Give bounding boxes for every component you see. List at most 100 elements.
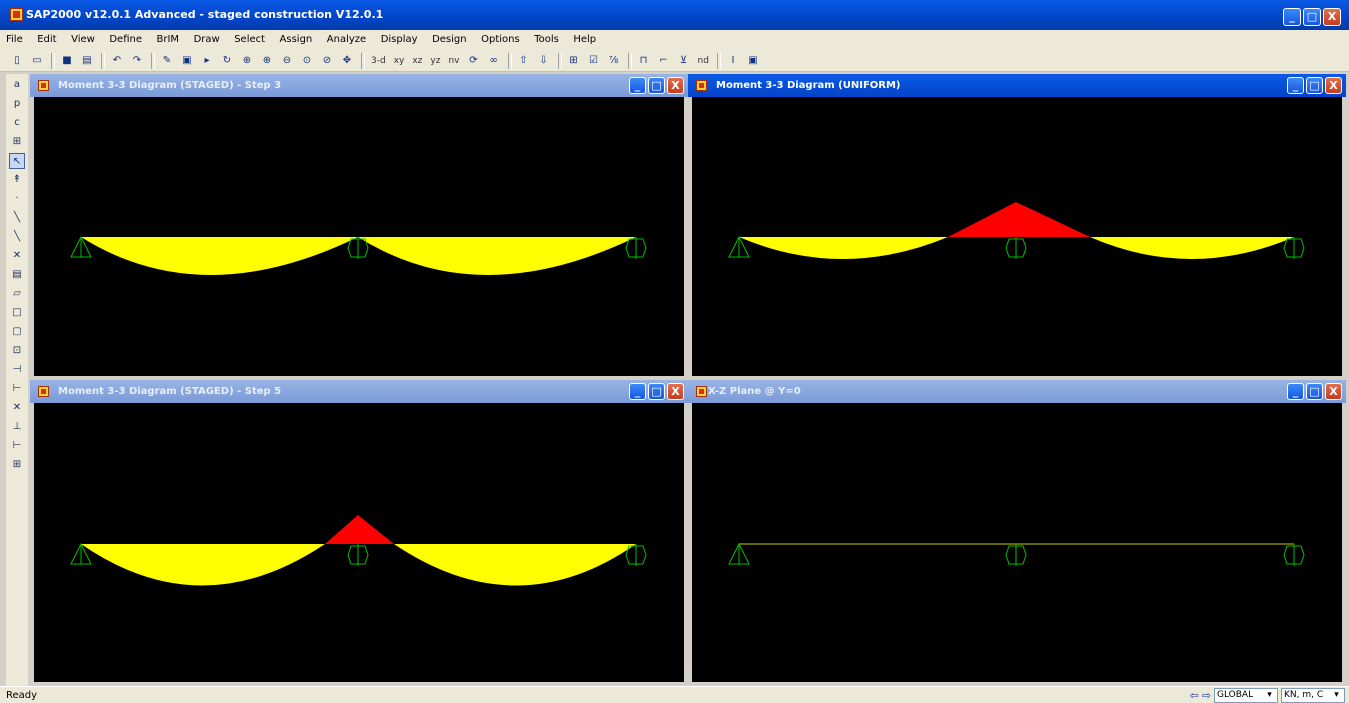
menu-tools[interactable]: Tools [534,34,559,45]
menu-define[interactable]: Define [109,34,142,45]
menu-select[interactable]: Select [234,34,266,45]
toolbar-separator [51,52,55,69]
display-icon[interactable]: ▣ [748,54,758,66]
reshape-icon[interactable]: ↟ [12,174,22,185]
draw-frame-icon[interactable]: ╲ [13,212,21,223]
down-arrow-icon[interactable]: ⇩ [539,54,548,66]
menu-edit[interactable]: Edit [37,34,57,45]
view-xz-button[interactable]: xz [412,55,423,66]
minimize-button[interactable]: _ [629,77,646,94]
previous-arrow-icon[interactable]: ⇦ [1189,689,1199,702]
snap-perpendicular-icon[interactable]: ⊥ [12,421,22,432]
window-title-bar[interactable]: Moment 3-3 Diagram (STAGED) - Step 3 _ □… [30,74,688,97]
menu-assign[interactable]: Assign [279,34,313,45]
fraction-icon[interactable]: ⅞ [608,54,619,66]
maximize-button[interactable]: □ [1306,383,1323,400]
open-icon[interactable]: ▭ [32,54,42,66]
positive-moment-region [1090,237,1294,259]
grid-select-icon[interactable]: ⊞ [12,136,22,147]
menu-analyze[interactable]: Analyze [326,34,367,45]
draw-brace-icon[interactable]: ✕ [12,250,22,261]
section-icon[interactable]: I [731,54,735,66]
snap-line-icon[interactable]: ⊢ [12,440,22,451]
minimize-button[interactable]: _ [629,383,646,400]
view-yz-button[interactable]: yz [430,55,441,66]
model-canvas[interactable] [692,403,1342,682]
lock-icon[interactable]: ▣ [182,54,192,66]
pan-icon[interactable]: ✥ [342,54,352,66]
draw-point-icon[interactable]: · [15,193,19,204]
zoom-previous-icon[interactable]: ⊘ [322,54,332,66]
up-arrow-icon[interactable]: ⇧ [519,54,528,66]
nd-button[interactable]: nd [697,55,709,66]
pointer-icon[interactable]: ↖ [9,153,25,169]
check-icon[interactable]: ☑ [589,54,598,66]
menu-draw[interactable]: Draw [193,34,220,45]
diagram-canvas[interactable] [34,403,684,682]
zoom-fit-icon[interactable]: ⊙ [302,54,312,66]
draw-poly-area-icon[interactable]: ▱ [13,288,21,299]
frame-release-icon[interactable]: ⌐ [659,54,668,66]
snap-intersection-icon[interactable]: ✕ [12,402,22,413]
menu-file[interactable]: File [6,34,23,45]
draw-area-icon[interactable]: ▤ [12,269,22,280]
window-title-bar[interactable]: X-Z Plane @ Y=0 _ □ X [688,380,1346,403]
grid-icon[interactable]: ⊞ [569,54,578,66]
next-arrow-icon[interactable]: ⇨ [1201,689,1211,702]
close-button[interactable]: X [1323,8,1341,26]
menu-help[interactable]: Help [573,34,597,45]
menu-display[interactable]: Display [380,34,418,45]
diagram-canvas[interactable] [34,97,684,376]
perspective-icon[interactable]: ∞ [489,54,498,66]
view-3d-button[interactable]: 3-d [371,55,386,66]
pencil-icon[interactable]: ✎ [162,54,172,66]
minimize-button[interactable]: _ [1283,8,1301,26]
all-select-icon[interactable]: a [13,79,21,90]
view-xy-button[interactable]: xy [393,55,405,66]
snap-end-icon[interactable]: ⊢ [12,383,22,394]
quick-area-icon[interactable]: ▢ [12,326,22,337]
clear-select-icon[interactable]: c [14,117,20,128]
draw-solid-icon[interactable]: ⊡ [12,345,22,356]
quick-frame-icon[interactable]: ╲ [13,231,21,242]
close-button[interactable]: X [1325,383,1342,400]
new-icon[interactable]: ▯ [14,54,20,66]
snap-joint-icon[interactable]: ⊣ [12,364,22,375]
print-icon[interactable]: ▤ [82,54,92,66]
close-button[interactable]: X [667,77,684,94]
snap-grid-icon[interactable]: ⊞ [12,459,22,470]
save-icon[interactable]: ■ [62,54,72,66]
minimize-button[interactable]: _ [1287,77,1304,94]
maximize-button[interactable]: □ [648,77,665,94]
maximize-button[interactable]: □ [1303,8,1321,26]
close-button[interactable]: X [1325,77,1342,94]
coord-system-select[interactable]: GLOBAL ▾ [1214,688,1278,703]
close-button[interactable]: X [667,383,684,400]
menu-brim[interactable]: BrIM [156,34,180,45]
rotate-icon[interactable]: ⟳ [469,54,478,66]
roller-support-icon [625,544,647,566]
frame-load-icon[interactable]: ⊻ [679,54,688,66]
view-nv-button[interactable]: nv [448,55,460,66]
diagram-canvas[interactable] [692,97,1342,376]
zoom-window-icon[interactable]: ⊕ [242,54,252,66]
main-toolbar: ▯ ▭ ■ ▤ ↶ ↷ ✎ ▣ ▸ ↻ ⊕ ⊕ ⊖ ⊙ ⊘ ✥ 3-d xy x… [0,50,1349,72]
menu-design[interactable]: Design [432,34,467,45]
menu-options[interactable]: Options [481,34,520,45]
window-title-bar[interactable]: Moment 3-3 Diagram (STAGED) - Step 5 _ □… [30,380,688,403]
minimize-button[interactable]: _ [1287,383,1304,400]
maximize-button[interactable]: □ [1306,77,1323,94]
zoom-in-icon[interactable]: ⊕ [262,54,272,66]
refresh-icon[interactable]: ↻ [222,54,232,66]
units-select[interactable]: KN, m, C ▾ [1281,688,1345,703]
previous-select-icon[interactable]: p [13,98,21,109]
run-icon[interactable]: ▸ [204,54,210,66]
maximize-button[interactable]: □ [648,383,665,400]
menu-view[interactable]: View [71,34,95,45]
zoom-out-icon[interactable]: ⊖ [282,54,292,66]
draw-rect-area-icon[interactable]: □ [12,307,22,318]
redo-icon[interactable]: ↷ [132,54,142,66]
window-title-bar[interactable]: Moment 3-3 Diagram (UNIFORM) _ □ X [688,74,1346,97]
undo-icon[interactable]: ↶ [112,54,122,66]
frame-icon[interactable]: ⊓ [639,54,648,66]
